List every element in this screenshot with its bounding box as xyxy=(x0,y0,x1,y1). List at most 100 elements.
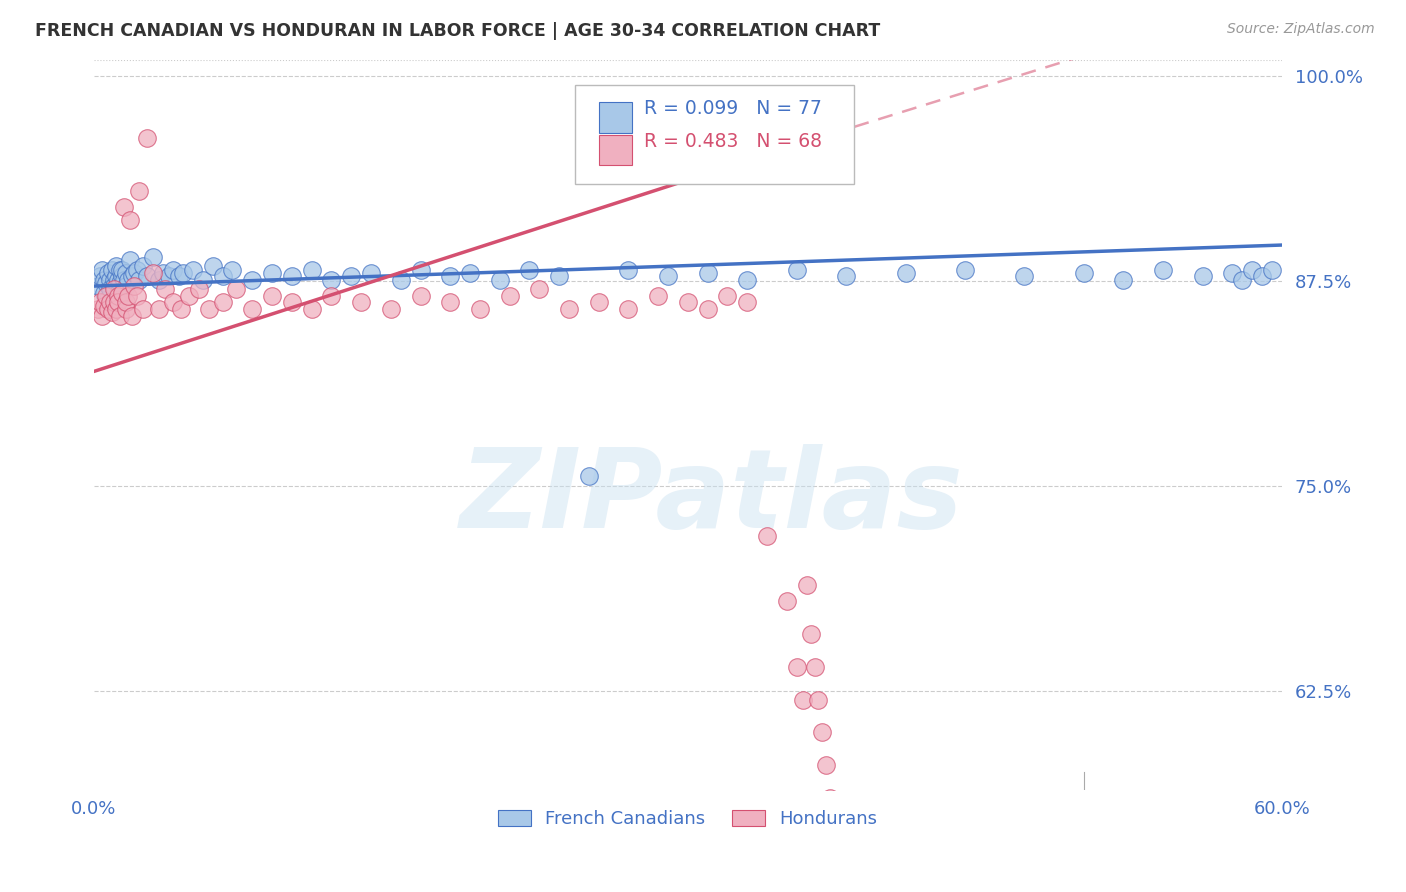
Point xyxy=(112,200,135,214)
Point xyxy=(197,301,219,316)
Point xyxy=(820,791,842,805)
Point xyxy=(1152,262,1174,277)
Bar xyxy=(599,102,631,133)
Point xyxy=(1230,272,1253,286)
Text: FRENCH CANADIAN VS HONDURAN IN LABOR FORCE | AGE 30-34 CORRELATION CHART: FRENCH CANADIAN VS HONDURAN IN LABOR FOR… xyxy=(35,22,880,40)
Point xyxy=(112,272,135,286)
Point xyxy=(127,289,149,303)
Point xyxy=(118,213,141,227)
Point xyxy=(89,295,111,310)
Point xyxy=(776,594,799,608)
Point xyxy=(792,692,814,706)
Text: R = 0.483   N = 68: R = 0.483 N = 68 xyxy=(644,132,823,151)
Point xyxy=(177,289,200,303)
Point xyxy=(439,295,461,310)
Point xyxy=(696,266,718,280)
Point xyxy=(953,262,976,277)
Point xyxy=(488,272,510,286)
Point xyxy=(104,269,127,284)
Point xyxy=(97,301,120,316)
Point xyxy=(90,262,112,277)
Point xyxy=(617,262,640,277)
Point xyxy=(107,272,129,286)
Point xyxy=(211,269,233,284)
Point xyxy=(132,301,155,316)
Point xyxy=(815,758,838,772)
Point xyxy=(118,252,141,267)
Point xyxy=(89,269,111,284)
Point xyxy=(111,262,134,277)
Point xyxy=(94,289,117,303)
Point xyxy=(786,660,808,674)
Point xyxy=(128,184,150,198)
Point xyxy=(157,269,180,284)
Point xyxy=(240,272,263,286)
Point xyxy=(321,272,343,286)
Point xyxy=(735,272,758,286)
Point xyxy=(756,528,779,542)
Point xyxy=(835,269,858,284)
Point xyxy=(94,276,117,290)
Point xyxy=(281,295,304,310)
Point xyxy=(181,262,204,277)
Point xyxy=(529,282,551,296)
Point xyxy=(108,276,131,290)
Point xyxy=(360,266,382,280)
Point xyxy=(132,260,155,274)
Point xyxy=(127,262,149,277)
Text: R = 0.099   N = 77: R = 0.099 N = 77 xyxy=(644,99,821,118)
Point xyxy=(142,266,165,280)
Point xyxy=(114,279,136,293)
Point xyxy=(1073,266,1095,280)
Point xyxy=(111,269,134,284)
Point xyxy=(108,262,131,277)
Point xyxy=(114,301,136,316)
Point xyxy=(98,282,121,296)
Point xyxy=(87,279,110,293)
Point xyxy=(1220,266,1243,280)
Point xyxy=(807,692,830,706)
Point xyxy=(240,301,263,316)
Point xyxy=(262,266,284,280)
Point xyxy=(136,131,159,145)
Point xyxy=(201,260,224,274)
Point xyxy=(1240,262,1263,277)
Point xyxy=(588,295,610,310)
Point xyxy=(548,269,571,284)
Point xyxy=(1191,269,1213,284)
Point xyxy=(1251,269,1274,284)
Point xyxy=(786,262,808,277)
Point xyxy=(468,301,491,316)
Point xyxy=(558,301,581,316)
Point xyxy=(104,260,127,274)
Point xyxy=(350,295,373,310)
Point xyxy=(100,305,122,319)
Point xyxy=(409,262,432,277)
Point xyxy=(225,282,247,296)
Point xyxy=(107,285,129,300)
Point xyxy=(104,301,127,316)
Point xyxy=(167,269,190,284)
Point xyxy=(211,295,233,310)
Point xyxy=(617,301,640,316)
FancyBboxPatch shape xyxy=(575,85,853,184)
Point xyxy=(696,301,718,316)
Point xyxy=(578,469,600,483)
Point xyxy=(519,262,541,277)
Point xyxy=(108,309,131,323)
Point xyxy=(389,272,412,286)
Point xyxy=(87,301,110,316)
Point xyxy=(716,289,738,303)
Point xyxy=(121,309,143,323)
Text: Source: ZipAtlas.com: Source: ZipAtlas.com xyxy=(1227,22,1375,37)
Point xyxy=(162,262,184,277)
Point xyxy=(93,299,115,313)
Point xyxy=(498,289,520,303)
Point xyxy=(676,295,699,310)
Point xyxy=(657,269,679,284)
Point xyxy=(107,295,129,310)
Point xyxy=(735,295,758,310)
Text: ZIPatlas: ZIPatlas xyxy=(460,444,963,551)
Point xyxy=(128,272,150,286)
Point xyxy=(894,266,917,280)
